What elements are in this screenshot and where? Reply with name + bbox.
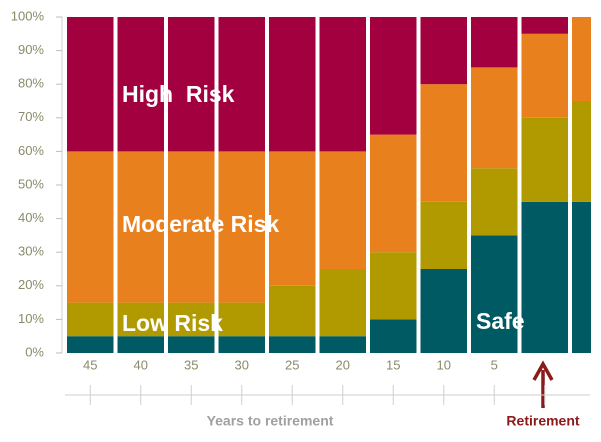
bar-segment xyxy=(117,151,164,303)
bar-segment xyxy=(269,285,316,337)
bar-segment xyxy=(471,17,518,68)
x-tick-label: 30 xyxy=(235,357,249,372)
x-tick-label: 20 xyxy=(336,357,350,372)
bar-segment xyxy=(218,336,265,353)
x-tick-label: 10 xyxy=(437,357,451,372)
x-tick-label: 25 xyxy=(285,357,299,372)
bar-segment xyxy=(521,33,568,118)
series-label: Safe xyxy=(476,308,525,334)
bar-segment xyxy=(218,151,265,303)
series-label: High Risk xyxy=(122,81,235,107)
y-tick-label: 0% xyxy=(25,344,44,359)
y-tick-label: 100% xyxy=(11,8,45,23)
bar-segment xyxy=(117,17,164,152)
plot-area xyxy=(67,17,591,353)
y-tick-label: 10% xyxy=(18,311,44,326)
x-tick-label: 5 xyxy=(491,357,498,372)
bar-segment xyxy=(168,151,215,303)
bar-segment xyxy=(370,134,417,253)
y-tick-label: 20% xyxy=(18,277,44,292)
y-tick-label: 80% xyxy=(18,76,44,91)
y-tick-label: 50% xyxy=(18,176,44,191)
y-tick-label: 90% xyxy=(18,42,44,57)
bar-segment xyxy=(420,269,467,353)
bar-segment xyxy=(319,269,366,337)
bar-segment xyxy=(67,302,114,337)
x-tick-label: 40 xyxy=(134,357,148,372)
bar-segment xyxy=(370,17,417,135)
bar-segment xyxy=(67,151,114,303)
bar-segment xyxy=(168,302,215,337)
bar-segment xyxy=(269,151,316,286)
retirement-arrow xyxy=(532,360,554,408)
bar-segment xyxy=(168,336,215,353)
bar-segment xyxy=(420,84,467,202)
bar-segment xyxy=(218,302,265,337)
bar-segment xyxy=(370,319,417,353)
bar-segment xyxy=(471,168,518,236)
bar-segment xyxy=(117,336,164,353)
bar-segment xyxy=(521,17,568,34)
bar-segment xyxy=(420,17,467,85)
bar-segment xyxy=(319,151,366,269)
x-tick-label: 35 xyxy=(184,357,198,372)
overlay: Safe Low Risk Moderate Risk High Risk xyxy=(122,81,525,336)
y-tick-label: 60% xyxy=(18,143,44,158)
x-tick-label: 15 xyxy=(386,357,400,372)
bar-segment xyxy=(420,201,467,269)
bar-segment xyxy=(572,101,591,202)
bar-segment xyxy=(168,17,215,152)
bar-segment xyxy=(521,117,568,202)
y-tick-label: 30% xyxy=(18,244,44,259)
x-tick-label: 45 xyxy=(83,357,97,372)
bar-segment xyxy=(319,336,366,353)
bar-segment xyxy=(572,17,591,101)
y-tick-label: 40% xyxy=(18,210,44,225)
bar-segment xyxy=(370,252,417,320)
bar-segment xyxy=(471,235,518,353)
series-label: Low Risk xyxy=(122,310,223,336)
bar-segment xyxy=(572,201,591,353)
bar-segment xyxy=(521,201,568,353)
bar-segment xyxy=(117,302,164,337)
y-tick-label: 70% xyxy=(18,109,44,124)
bar-segment xyxy=(269,336,316,353)
annotation: Retirement xyxy=(506,413,579,429)
bar-segment xyxy=(319,17,366,152)
bar-segment xyxy=(67,336,114,353)
bar-segment xyxy=(67,17,114,152)
bar-segment xyxy=(269,17,316,152)
series-label: Moderate Risk xyxy=(122,211,279,237)
bar-segment xyxy=(218,17,265,152)
x-axis-label: Years to retirement xyxy=(207,413,334,429)
bar-segment xyxy=(471,67,518,169)
